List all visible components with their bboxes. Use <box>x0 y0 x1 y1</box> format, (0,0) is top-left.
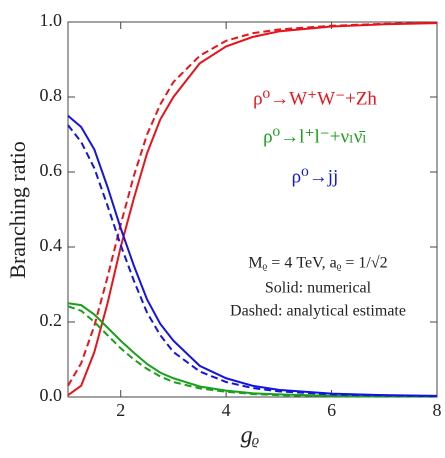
x-tick-label: 2 <box>116 400 125 420</box>
solid-line <box>67 22 438 396</box>
y-tick-label: 0.2 <box>40 310 63 330</box>
annotation: Solid: numerical <box>265 280 372 297</box>
x-tick-label: 4 <box>222 400 231 420</box>
y-tick-label: 1.0 <box>40 10 63 30</box>
dashed-line <box>67 124 438 398</box>
dashed-line <box>67 305 437 398</box>
annotation: Dashed: analytical estimate <box>230 303 406 320</box>
y-tick-label: 0.0 <box>40 385 63 405</box>
legend-label: ρ⁰→l⁺l⁻+νₗν̄ₗ <box>263 126 367 147</box>
x-axis-label: gᵨ <box>241 423 260 449</box>
x-tick-label: 6 <box>327 400 336 420</box>
legend-label: ρ⁰→jj <box>292 166 339 187</box>
y-axis-label: Branching ratio <box>5 141 30 278</box>
legend-label: ρ⁰→W⁺W⁻+Zh <box>253 88 377 109</box>
y-tick-label: 0.4 <box>40 235 63 255</box>
solid-line <box>67 114 438 397</box>
annotation: Mᵨ = 4 TeV, aᵨ = 1/√2 <box>248 255 387 272</box>
dashed-line <box>67 21 438 387</box>
y-tick-label: 0.6 <box>40 160 63 180</box>
x-tick-label: 8 <box>433 400 442 420</box>
y-tick-label: 0.8 <box>40 85 63 105</box>
plot-frame <box>67 21 438 398</box>
